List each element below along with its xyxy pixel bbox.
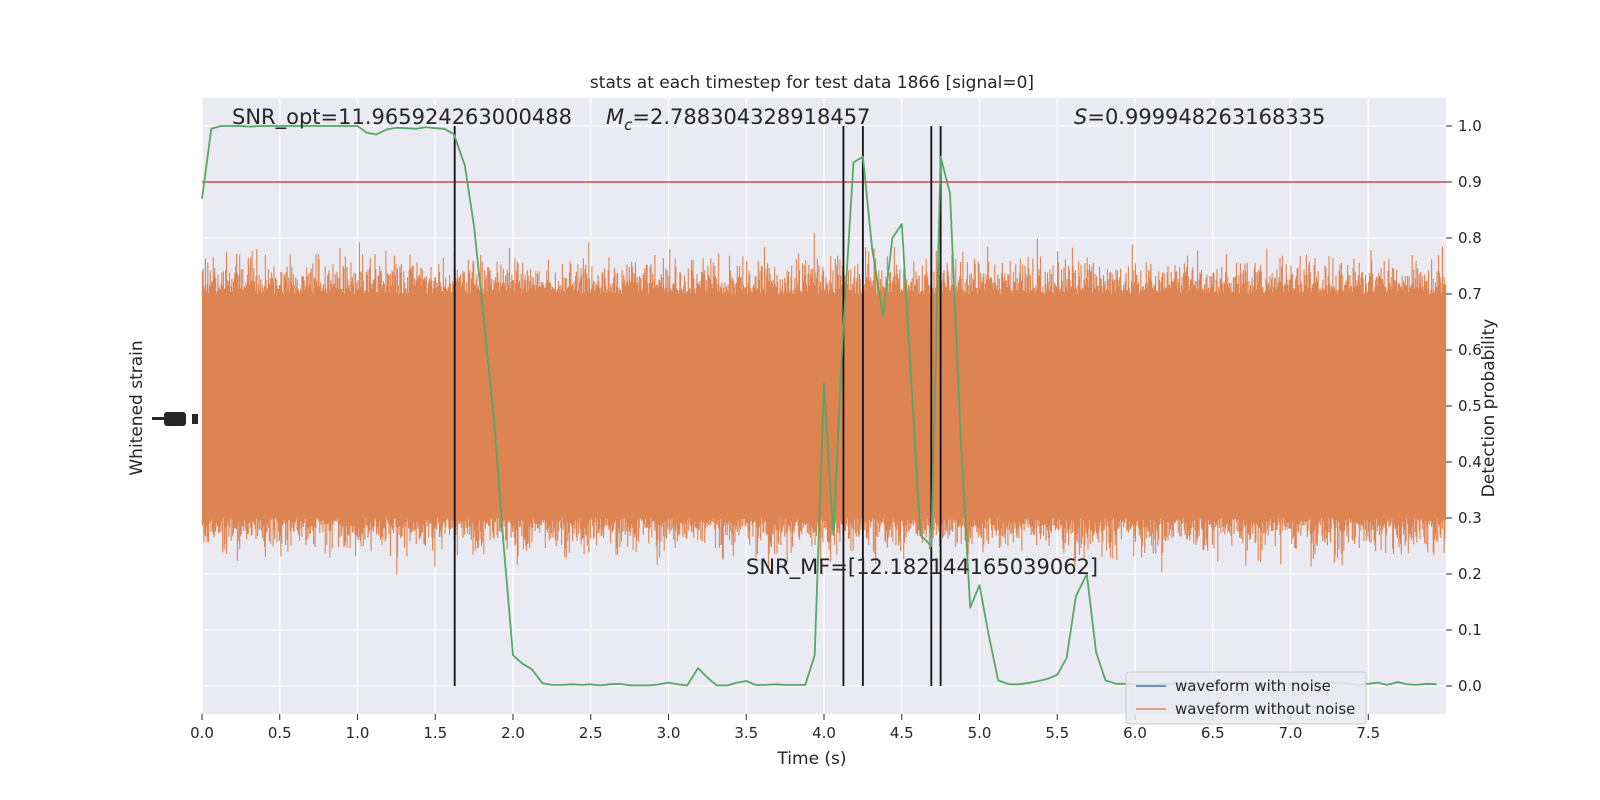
- x-tick-label: 4.5: [890, 724, 914, 742]
- y-tick-label: 0.4: [1458, 453, 1482, 471]
- x-tick-label: 7.0: [1279, 724, 1303, 742]
- x-tick-label: 1.5: [423, 724, 447, 742]
- x-axis-ticks: 0.0 0.5 1.0 1.5 2.0 2.5 3.0 3.5 4.0 4.5 5.0 5.5 6.0 6…: [190, 714, 1380, 742]
- y-tick-label: 0.1: [1458, 621, 1482, 639]
- chirp-mass-value: =2.788304328918457: [632, 105, 870, 129]
- left-axis-overlapping-ticks: [152, 412, 198, 426]
- y-axis-left-label: Whitened strain: [127, 340, 147, 475]
- left-tick-blob: [152, 417, 166, 420]
- legend-label-noise: waveform with noise: [1175, 677, 1331, 695]
- s-symbol: S: [1074, 105, 1087, 129]
- x-tick-label: 3.0: [657, 724, 681, 742]
- x-tick-label: 2.0: [501, 724, 525, 742]
- vertical-markers: [453, 126, 942, 686]
- y-tick-label: 1.0: [1458, 117, 1482, 135]
- noise-waveform-trace: [201, 233, 1447, 575]
- x-tick-label: 6.0: [1123, 724, 1147, 742]
- x-tick-label: 1.0: [346, 724, 370, 742]
- y-tick-label: 0.6: [1458, 341, 1482, 359]
- chart-title: stats at each timestep for test data 186…: [590, 73, 1034, 93]
- s-value: =0.999948263168335: [1087, 105, 1325, 129]
- y-tick-label: 0.7: [1458, 285, 1482, 303]
- snr-mf-annotation: SNR_MF=[12.182144165039062]: [746, 555, 1098, 580]
- snr-opt-annotation: SNR_opt=11.965924263000488: [232, 105, 572, 130]
- x-tick-label: 4.0: [812, 724, 836, 742]
- y-tick-label: 0.0: [1458, 677, 1482, 695]
- x-tick-label: 0.5: [268, 724, 292, 742]
- chirp-mass-subscript: c: [624, 116, 633, 134]
- x-tick-label: 5.0: [968, 724, 992, 742]
- left-tick-blob: [192, 414, 198, 424]
- y-tick-label: 0.8: [1458, 229, 1482, 247]
- x-tick-label: 3.5: [734, 724, 758, 742]
- legend: waveform with noise waveform without noi…: [1125, 671, 1367, 725]
- legend-label-clean: waveform without noise: [1175, 700, 1355, 718]
- x-tick-label: 6.5: [1201, 724, 1225, 742]
- chirp-mass-symbol: M: [606, 105, 624, 129]
- y-tick-label: 0.3: [1458, 509, 1482, 527]
- y-axis-right-label: Detection probability: [1479, 319, 1499, 498]
- y-tick-label: 0.2: [1458, 565, 1482, 583]
- chirp-mass-annotation: Mc=2.788304328918457: [606, 105, 870, 134]
- x-axis-label: Time (s): [776, 749, 846, 769]
- left-tick-blob: [164, 412, 186, 426]
- y-tick-label: 0.5: [1458, 397, 1482, 415]
- legend-box: [1125, 671, 1367, 725]
- x-tick-label: 2.5: [579, 724, 603, 742]
- y-tick-label: 0.9: [1458, 173, 1482, 191]
- x-tick-label: 7.5: [1356, 724, 1380, 742]
- s-annotation: S=0.999948263168335: [1074, 105, 1325, 129]
- y-axis-right-ticks: 0.0 0.1 0.2 0.3 0.4 0.5 0.6 0.7 0.8 0.9 1.0: [1446, 117, 1482, 695]
- x-tick-label: 0.0: [190, 724, 214, 742]
- x-tick-label: 5.5: [1045, 724, 1069, 742]
